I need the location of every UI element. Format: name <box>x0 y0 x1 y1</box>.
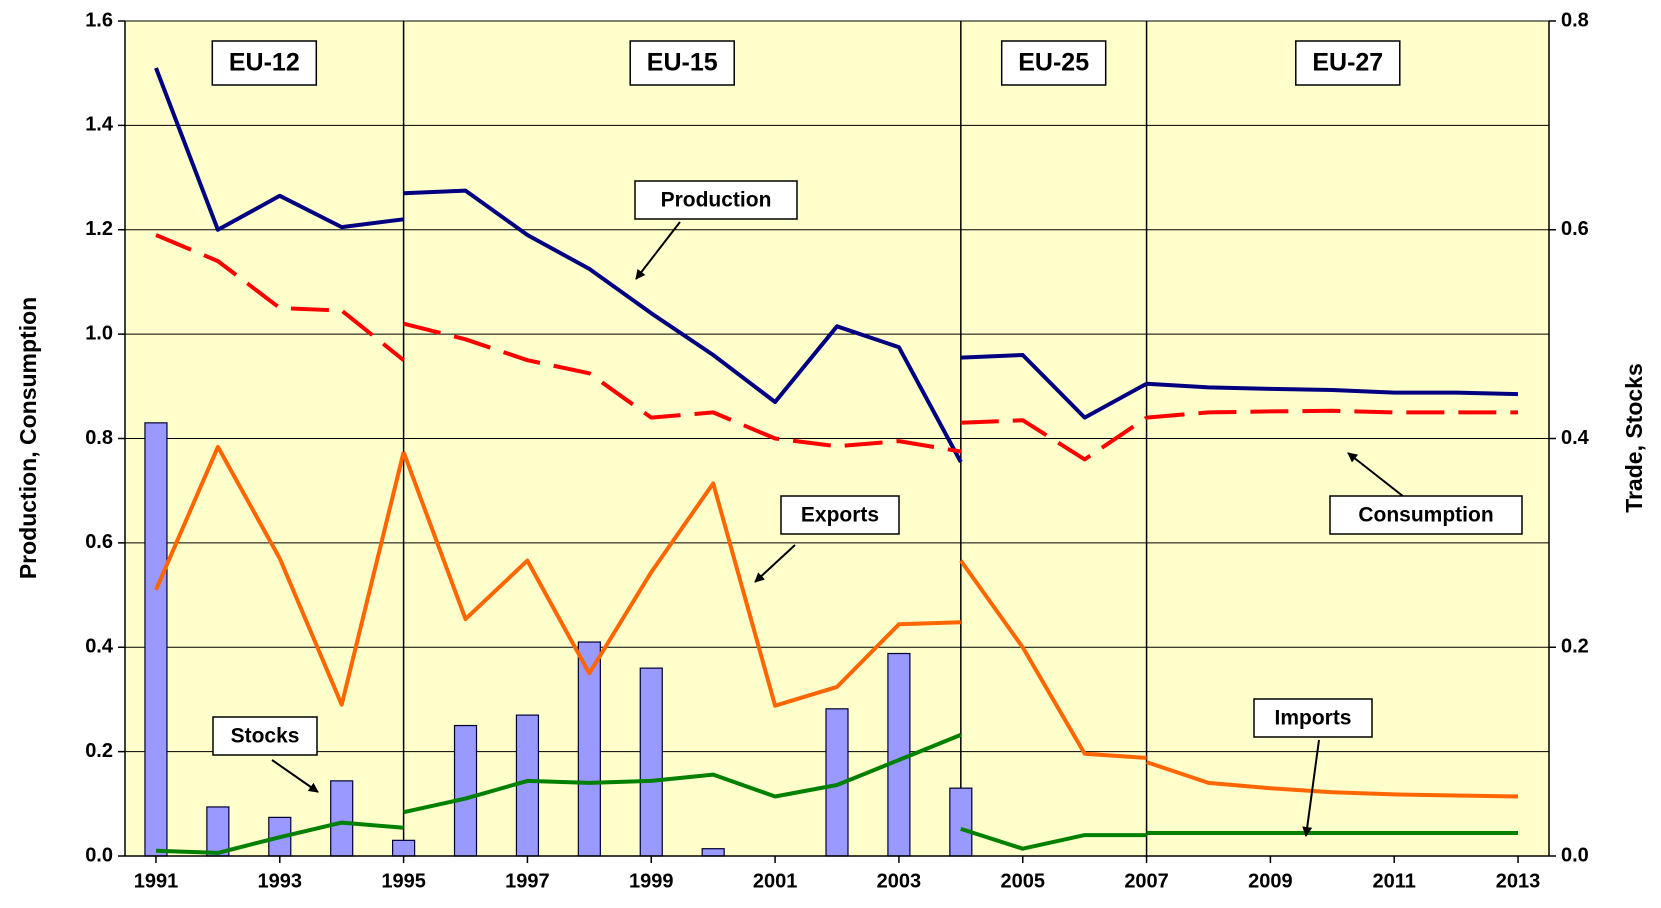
callout-box <box>634 180 798 220</box>
callout-box <box>1253 698 1373 738</box>
y-tick-label: 1.6 <box>85 9 113 31</box>
bar <box>701 848 725 857</box>
y-tick-label: 0.0 <box>85 844 113 866</box>
line <box>1146 381 1519 397</box>
line <box>959 559 1147 760</box>
callout-text: Consumption <box>1358 504 1493 527</box>
x-tick-label: 1991 <box>134 870 179 892</box>
y-tick-label: 0.2 <box>85 740 113 762</box>
series-callout: Consumption <box>1329 452 1523 535</box>
y2-tick-label: 0.4 <box>1561 427 1590 449</box>
y-tick-label: 0.6 <box>85 531 113 553</box>
line <box>960 826 1147 851</box>
line <box>154 67 404 232</box>
x-tick-label: 2005 <box>1000 870 1045 892</box>
y2-axis-title: Trade, Stocks <box>1621 363 1647 513</box>
x-tick-label: 2007 <box>1124 870 1169 892</box>
region-label-text: EU-15 <box>647 49 718 77</box>
y2-tick-label: 0.2 <box>1561 636 1589 658</box>
line <box>403 188 963 463</box>
line <box>154 444 406 707</box>
region-label-box <box>1295 40 1401 86</box>
series-callout: Imports <box>1253 698 1373 837</box>
callout-text: Imports <box>1274 707 1351 730</box>
line <box>155 820 404 855</box>
y2-tick-label: 0.8 <box>1561 9 1589 31</box>
region-label-box <box>211 40 318 86</box>
y-tick-label: 1.2 <box>85 218 113 240</box>
region-label-text: EU-27 <box>1312 49 1383 77</box>
x-tick-label: 1997 <box>505 870 550 892</box>
y-tick-label: 0.8 <box>85 427 113 449</box>
x-tick-label: 1995 <box>381 870 426 892</box>
bar <box>639 667 663 857</box>
region-label-box <box>629 40 735 86</box>
y2-tick-label: 0.0 <box>1561 844 1589 866</box>
x-tick-label: 1999 <box>629 870 674 892</box>
line <box>960 353 1148 420</box>
y-tick-label: 1.0 <box>85 322 113 344</box>
callout-box <box>212 716 318 756</box>
region-label: EU-27 <box>1295 40 1401 86</box>
region-label-box <box>1000 40 1107 86</box>
region-label: EU-25 <box>1000 40 1107 86</box>
line <box>403 321 962 454</box>
y-axis-title: Production, Consumption <box>15 297 41 579</box>
callout-text: Exports <box>801 504 879 527</box>
region-label: EU-12 <box>211 40 318 86</box>
x-tick-label: 2003 <box>877 870 922 892</box>
line <box>401 451 961 708</box>
line <box>1146 408 1518 420</box>
callout-box <box>1329 495 1523 535</box>
callout-box <box>780 495 900 535</box>
line <box>960 415 1148 462</box>
region-label-text: EU-12 <box>229 49 300 77</box>
series-callout: Stocks <box>212 716 319 793</box>
x-tick-label: 1993 <box>258 870 303 892</box>
bar <box>144 422 168 857</box>
x-tick-label: 2013 <box>1496 870 1541 892</box>
callout-arrow <box>1302 739 1320 837</box>
bar <box>206 806 230 857</box>
bar <box>330 780 354 857</box>
x-tick-label: 2001 <box>753 870 798 892</box>
bar <box>453 724 478 857</box>
y2-tick-label: 0.6 <box>1561 218 1589 240</box>
callout-text: Production <box>661 189 772 212</box>
region-label: EU-15 <box>629 40 735 86</box>
x-tick-label: 2009 <box>1248 870 1293 892</box>
series-callout: Production <box>634 180 798 280</box>
bar <box>392 839 416 857</box>
y-tick-label: 0.4 <box>85 636 114 658</box>
bar <box>949 787 973 857</box>
callout-arrow <box>271 759 319 793</box>
line <box>1145 760 1519 799</box>
series-callout: Exports <box>754 495 900 583</box>
callout-arrow <box>635 221 681 280</box>
callout-arrow <box>754 544 796 583</box>
line <box>403 733 962 815</box>
x-tick-label: 2011 <box>1373 870 1416 892</box>
callout-arrow <box>1347 452 1405 498</box>
y-tick-label: 1.4 <box>85 114 114 136</box>
bar <box>515 714 540 857</box>
line <box>155 233 405 362</box>
callout-text: Stocks <box>231 725 300 748</box>
region-label-text: EU-25 <box>1018 49 1089 77</box>
